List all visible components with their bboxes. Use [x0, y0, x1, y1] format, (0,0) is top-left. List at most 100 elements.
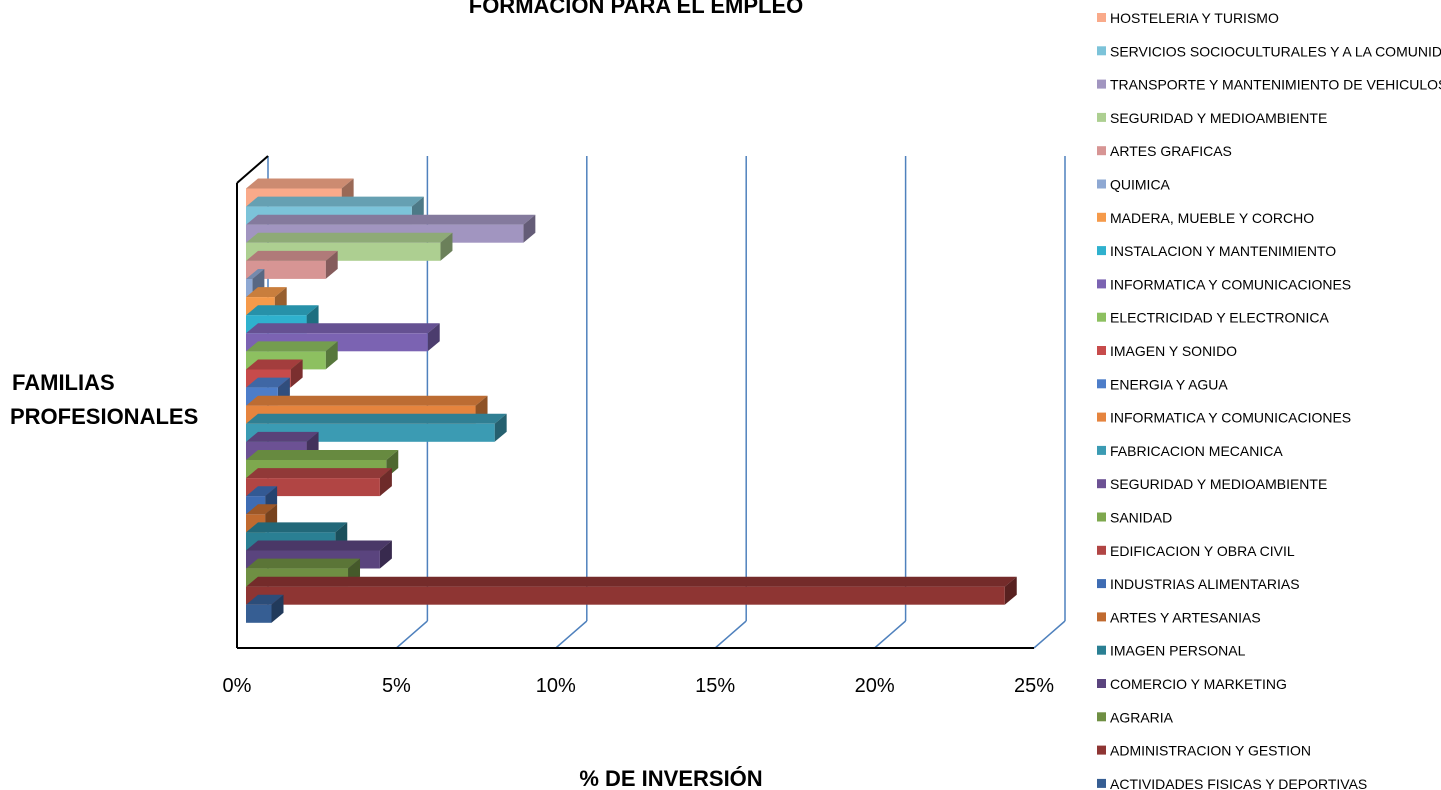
x-axis-title: % DE INVERSIÓN	[579, 766, 762, 790]
y-axis-top-edge	[236, 155, 269, 184]
legend-swatch	[1097, 579, 1106, 589]
legend-swatch	[1097, 246, 1106, 256]
legend-label: MADERA, MUEBLE Y CORCHO	[1110, 210, 1314, 226]
bar-top-face	[246, 504, 278, 515]
legend-entry: AGRARIA	[1097, 709, 1174, 725]
legend-label: SANIDAD	[1110, 510, 1172, 526]
bar-side-face	[271, 594, 284, 623]
legend-entry: ELECTRICIDAD Y ELECTRONICA	[1097, 310, 1330, 326]
x-gridline	[395, 620, 428, 649]
legend-label: IMAGEN Y SONIDO	[1110, 343, 1237, 359]
bar-top-face	[246, 178, 354, 189]
axes	[236, 155, 1034, 649]
bar-front-face	[246, 604, 272, 623]
legend-entry: INFORMATICA Y COMUNICACIONES	[1097, 276, 1351, 292]
x-tick-labels: 0% 5% 10% 15% 20% 25%	[223, 675, 1055, 697]
bar-front-face	[246, 260, 326, 279]
x-gridline	[1033, 620, 1066, 649]
legend-swatch	[1097, 645, 1106, 655]
legend-entry: EDIFICACION Y OBRA CIVIL	[1097, 543, 1295, 559]
legend-swatch	[1097, 312, 1106, 322]
bar-top-face	[246, 486, 278, 497]
legend-swatch	[1097, 545, 1106, 555]
legend-swatch	[1097, 445, 1106, 455]
grid	[267, 156, 1066, 649]
legend-label: EDIFICACION Y OBRA CIVIL	[1110, 543, 1295, 559]
legend-swatch	[1097, 745, 1106, 755]
legend-swatch	[1097, 612, 1106, 622]
x-tick-label: 15%	[695, 675, 735, 697]
legend-label: INDUSTRIAS ALIMENTARIAS	[1110, 576, 1300, 592]
x-gridline	[874, 620, 907, 649]
bar-top-face	[246, 341, 338, 352]
bar-top-face	[246, 305, 319, 316]
bar-side-face	[440, 232, 453, 261]
x-tick-label: 20%	[855, 675, 895, 697]
legend-label: ENERGIA Y AGUA	[1110, 376, 1228, 392]
bar	[246, 250, 338, 279]
bar-top-face	[246, 287, 287, 298]
legend-entry: INSTALACION Y MANTENIMIENTO	[1097, 243, 1336, 259]
bar-side-face	[379, 540, 392, 569]
x-tick-label: 10%	[536, 675, 576, 697]
legend-label: SERVICIOS SOCIOCULTURALES Y A LA COMUNID…	[1110, 43, 1441, 59]
legend-swatch	[1097, 46, 1106, 56]
bar-side-face	[494, 413, 507, 442]
bar-top-face	[246, 413, 507, 424]
legend-entry: HOSTELERIA Y TURISMO	[1097, 10, 1279, 26]
bar-side-face	[523, 214, 536, 243]
legend-entry: ACTIVIDADES FISICAS Y DEPORTIVAS	[1097, 776, 1367, 790]
bar-top-face	[246, 450, 399, 460]
legend-entry: TRANSPORTE Y MANTENIMIENTO DE VEHICULOS	[1097, 77, 1441, 93]
legend-swatch	[1097, 212, 1106, 222]
bar	[246, 468, 392, 497]
bar-top-face	[246, 269, 265, 279]
legend-swatch	[1097, 279, 1106, 289]
bar-top-face	[246, 250, 338, 261]
legend-swatch	[1097, 179, 1106, 189]
legend-entry: SERVICIOS SOCIOCULTURALES Y A LA COMUNID…	[1097, 43, 1441, 59]
bar-top-face	[246, 377, 290, 388]
legend-entry: INDUSTRIAS ALIMENTARIAS	[1097, 576, 1300, 592]
legend-entry: IMAGEN PERSONAL	[1097, 643, 1246, 659]
legend-entry: FABRICACION MECANICA	[1097, 443, 1283, 459]
legend-entry: SANIDAD	[1097, 510, 1172, 526]
bar-top-face	[246, 232, 453, 243]
legend: HOSTELERIA Y TURISMO SERVICIOS SOCIOCULTU…	[1097, 10, 1441, 790]
legend-swatch	[1097, 346, 1106, 355]
legend-entry: SEGURIDAD Y MEDIOAMBIENTE	[1097, 110, 1327, 126]
legend-entry: ARTES GRAFICAS	[1097, 143, 1232, 159]
legend-label: FABRICACION MECANICA	[1110, 443, 1283, 459]
x-tick-label: 25%	[1014, 675, 1054, 697]
bar-top-face	[246, 558, 361, 569]
legend-label: ARTES Y ARTESANIAS	[1110, 609, 1261, 625]
bar-side-face	[1004, 576, 1017, 605]
legend-entry: ENERGIA Y AGUA	[1097, 376, 1228, 392]
chart-title: FORMACION PARA EL EMPLEO	[469, 0, 804, 18]
legend-swatch	[1097, 412, 1106, 422]
legend-label: TRANSPORTE Y MANTENIMIENTO DE VEHICULOS	[1110, 77, 1441, 93]
legend-label: INFORMATICA Y COMUNICACIONES	[1110, 276, 1351, 292]
legend-label: COMERCIO Y MARKETING	[1110, 676, 1287, 692]
legend-swatch	[1097, 712, 1106, 722]
y-axis-title-line-1: FAMILIAS	[12, 370, 115, 395]
legend-label: INFORMATICA Y COMUNICACIONES	[1110, 410, 1351, 426]
legend-swatch	[1097, 79, 1106, 89]
bar-top-face	[246, 540, 392, 551]
bar-side-face	[325, 341, 338, 370]
legend-label: AGRARIA	[1110, 709, 1174, 725]
legend-label: INSTALACION Y MANTENIMIENTO	[1110, 243, 1336, 259]
legend-swatch	[1097, 479, 1106, 489]
legend-swatch	[1097, 112, 1106, 122]
legend-label: ADMINISTRACION Y GESTION	[1110, 743, 1311, 759]
bar-top-face	[246, 214, 536, 225]
bar-top-face	[246, 522, 348, 533]
y-axis-title: FAMILIAS PROFESIONALES	[10, 370, 198, 429]
legend-swatch	[1097, 778, 1106, 788]
bar-top-face	[246, 359, 303, 370]
bar-side-face	[325, 250, 338, 279]
bar-side-face	[427, 323, 440, 352]
legend-label: ACTIVIDADES FISICAS Y DEPORTIVAS	[1110, 776, 1367, 790]
legend-entry: QUIMICA	[1097, 177, 1171, 193]
legend-label: HOSTELERIA Y TURISMO	[1110, 10, 1279, 26]
